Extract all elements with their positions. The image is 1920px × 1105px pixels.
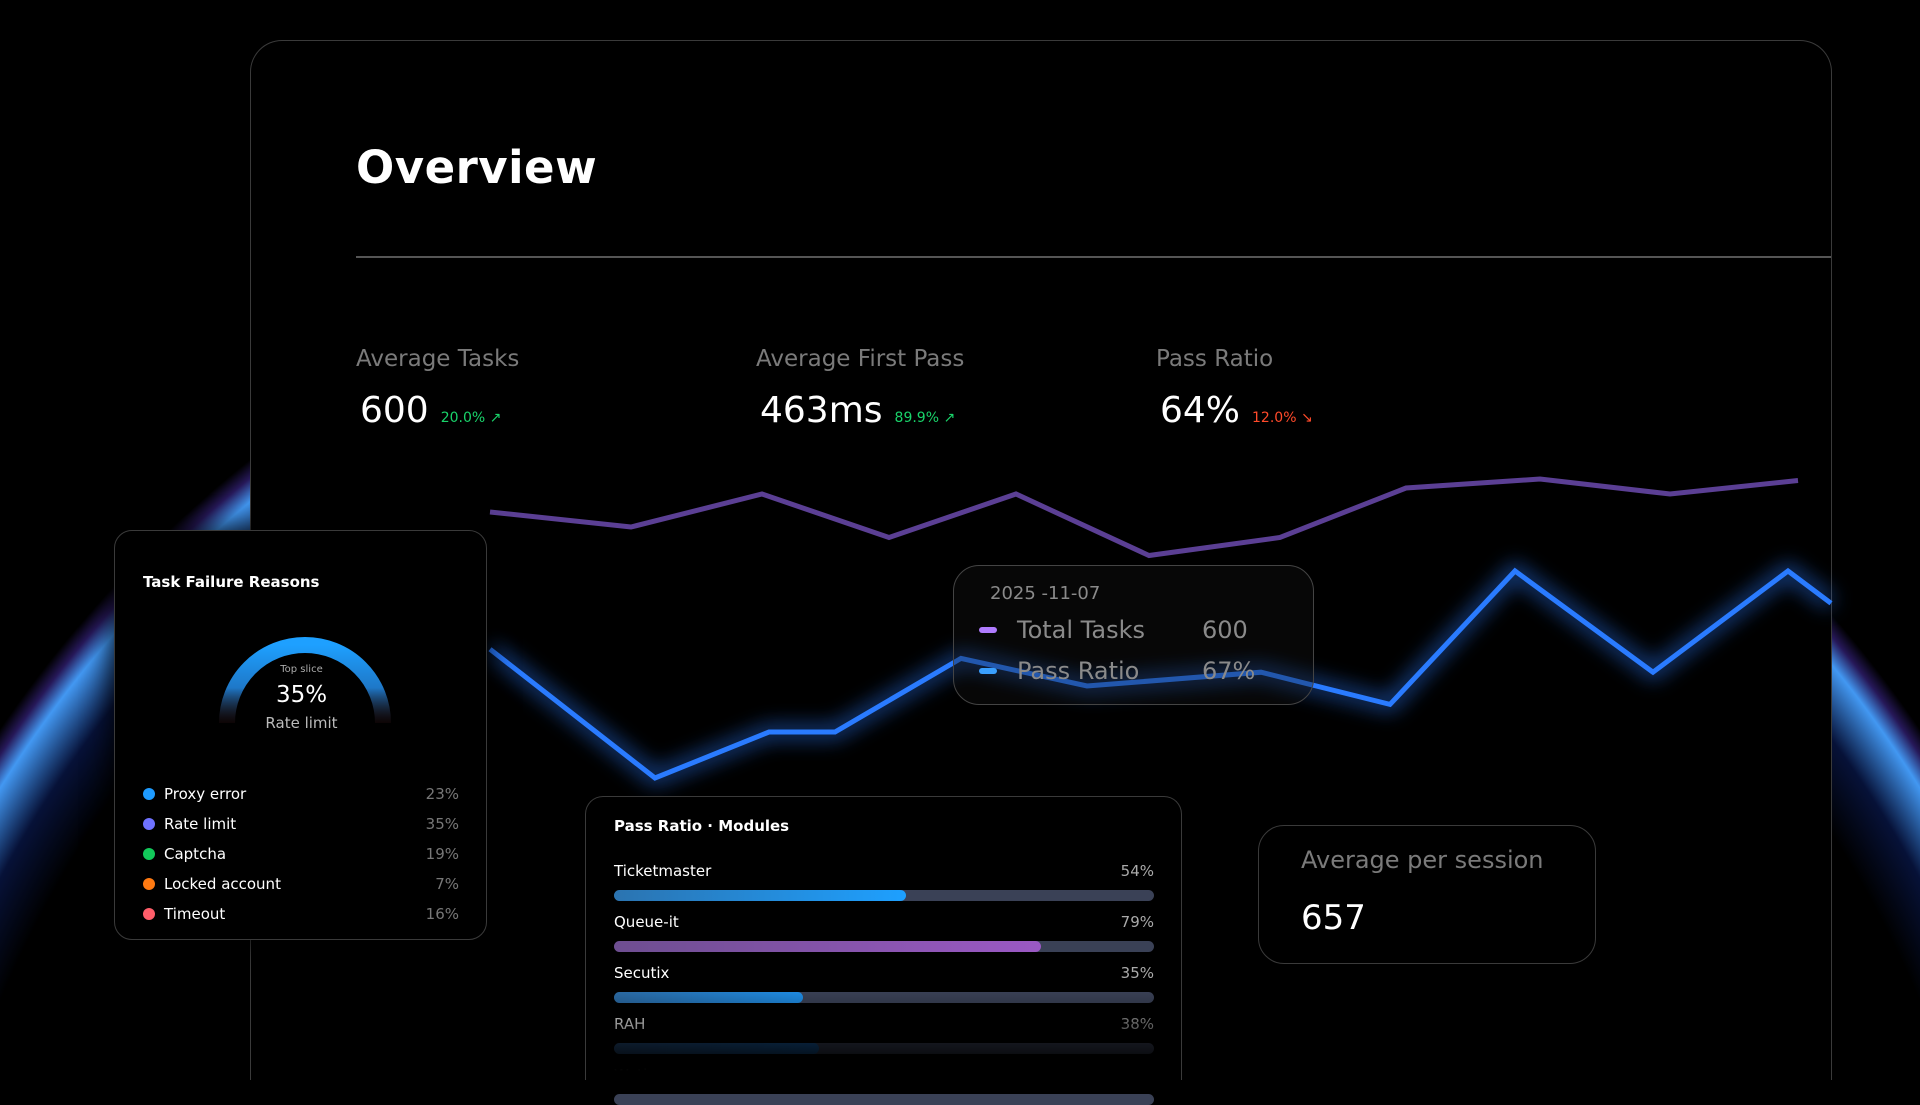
failure-legend: Proxy error 23% Rate limit 35% Captcha 19% Loc…	[143, 779, 459, 929]
gauge-value: 35%	[275, 682, 328, 708]
legend-dot-icon	[143, 788, 155, 800]
legend-dot-icon	[143, 878, 155, 890]
arrow-up-icon: ↗	[489, 410, 502, 426]
legend-item: Rate limit 35%	[143, 809, 459, 839]
legend-label: Locked account	[164, 875, 281, 893]
module-progress-fill	[614, 941, 1041, 952]
session-label: Average per session	[1301, 846, 1544, 874]
stat-label: Average First Pass	[756, 346, 965, 372]
legend-dot-icon	[143, 908, 155, 920]
gauge-arc	[219, 637, 391, 724]
stat-change: 20.0% ↗	[440, 410, 502, 426]
gauge-label: Rate limit	[265, 714, 338, 732]
stat-label: Pass Ratio	[1156, 346, 1274, 372]
card-title: Task Failure Reasons	[143, 573, 320, 591]
pass-ratio-modules-card: Pass Ratio · Modules Ticketmaster 54% Queu…	[585, 796, 1182, 1105]
module-label: Secutix	[614, 964, 670, 982]
legend-label: Rate limit	[164, 815, 237, 833]
module-progress-bar	[614, 890, 1154, 901]
legend-item: Captcha 19%	[143, 839, 459, 869]
stat-pass-ratio: Pass Ratio 64% 12.0% ↘	[1156, 346, 1313, 431]
series-marker-icon	[979, 668, 997, 674]
legend-dot-icon	[143, 848, 155, 860]
stat-change: 89.9% ↗	[894, 410, 956, 426]
module-pct: 79%	[1120, 913, 1154, 931]
module-progress-fill	[614, 890, 906, 901]
tooltip-date: 2025 -11-07	[990, 583, 1101, 604]
legend-pct: 23%	[425, 785, 459, 803]
stat-value: 64%	[1160, 390, 1241, 431]
stat-label: Average Tasks	[356, 346, 520, 372]
series-line-total-tasks	[489, 476, 1799, 559]
legend-pct: 35%	[425, 815, 459, 833]
legend-dot-icon	[143, 818, 155, 830]
legend-item: Proxy error 23%	[143, 779, 459, 809]
module-row: Queue-it 79%	[614, 913, 1154, 952]
series-marker-icon	[979, 627, 997, 633]
chart-tooltip: 2025 -11-07 Total Tasks 600 Pass Ratio 67%	[953, 565, 1314, 705]
divider	[356, 256, 1831, 258]
module-label: Ticketmaster	[614, 862, 712, 880]
stat-average-first-pass: Average First Pass 463ms 89.9% ↗	[756, 346, 964, 431]
session-value: 657	[1301, 898, 1366, 938]
arrow-up-icon: ↗	[943, 410, 956, 426]
line-chart	[485, 476, 1836, 787]
card-title: Pass Ratio · Modules	[614, 817, 790, 835]
legend-pct: 16%	[425, 905, 459, 923]
gauge-chart	[219, 637, 391, 724]
series-line-pass-ratio	[488, 567, 1833, 781]
legend-pct: 7%	[435, 875, 459, 893]
module-progress-bar	[614, 1094, 1154, 1105]
tooltip-row: Total Tasks 600	[979, 616, 1248, 644]
page-title: Overview	[356, 141, 598, 194]
legend-label: Captcha	[164, 845, 227, 863]
legend-pct: 19%	[425, 845, 459, 863]
legend-item: Timeout 16%	[143, 899, 459, 929]
legend-label: Proxy error	[164, 785, 247, 803]
task-failure-card: Task Failure Reasons Top slice 35% Rate …	[114, 530, 487, 940]
legend-item: Locked account 7%	[143, 869, 459, 899]
stat-average-tasks: Average Tasks 600 20.0% ↗	[356, 346, 519, 431]
fade-overlay	[586, 990, 1181, 1080]
gauge-caption: Top slice	[280, 664, 323, 675]
stat-value: 600	[360, 390, 429, 431]
module-label: Queue-it	[614, 913, 679, 931]
average-per-session-card: Average per session 657	[1258, 825, 1596, 964]
legend-label: Timeout	[164, 905, 226, 923]
module-progress-bar	[614, 941, 1154, 952]
tooltip-row: Pass Ratio 67%	[979, 657, 1255, 685]
stat-change: 12.0% ↘	[1252, 410, 1313, 426]
module-row: Ticketmaster 54%	[614, 862, 1154, 901]
stat-value: 463ms	[760, 390, 883, 431]
module-pct: 54%	[1120, 862, 1154, 880]
arrow-down-icon: ↘	[1300, 410, 1313, 426]
module-pct: 35%	[1120, 964, 1154, 982]
